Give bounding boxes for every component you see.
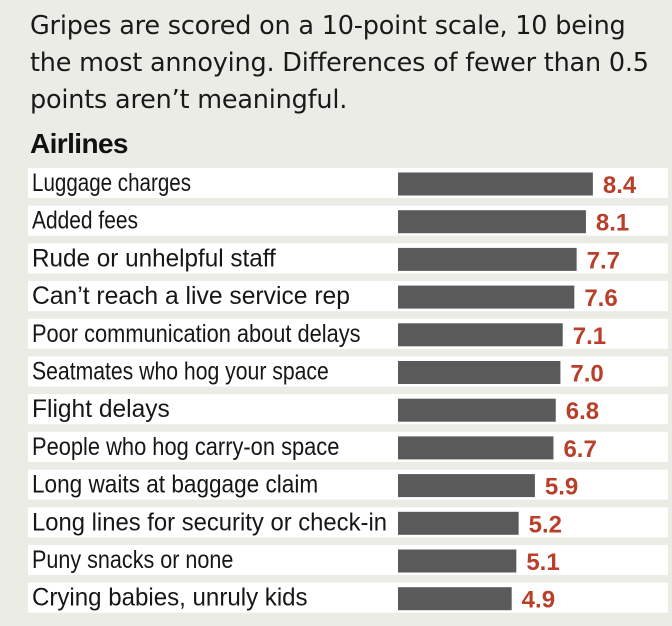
chart-row-background [28, 394, 668, 425]
value-label: 5.9 [545, 474, 578, 501]
chart-row-background [28, 431, 668, 462]
category-label: Long waits at baggage claim [32, 471, 318, 499]
value-label: 7.6 [584, 285, 617, 312]
value-label: 6.8 [566, 398, 599, 425]
value-label: 7.7 [587, 247, 620, 274]
chart-row-background [28, 469, 668, 500]
value-label: 5.2 [529, 511, 562, 538]
category-label: Rude or unhelpful staff [32, 244, 276, 272]
chart-row-background [28, 507, 668, 538]
category-label: Luggage charges [32, 169, 191, 197]
bar [398, 247, 577, 271]
value-label: 4.9 [522, 587, 555, 614]
intro-text: Gripes are scored on a 10-point scale, 1… [30, 11, 649, 115]
bar [398, 587, 512, 611]
value-label: 8.4 [603, 172, 637, 199]
category-label: Flight delays [32, 395, 170, 423]
category-label: Added fees [32, 207, 138, 235]
category-label: Long lines for security or check-in [32, 508, 387, 536]
category-label: People who hog carry-on space [32, 433, 339, 461]
bar [398, 210, 586, 234]
category-label: Poor communication about delays [32, 320, 361, 348]
value-label: 7.0 [570, 361, 603, 388]
bar [398, 361, 561, 384]
chart-row-background [28, 545, 668, 575]
bar [398, 172, 593, 196]
chart-row-background [28, 356, 668, 387]
bar [398, 436, 554, 460]
category-label: Can’t reach a live service rep [32, 282, 350, 310]
bar [398, 474, 535, 498]
chart-row-background [28, 582, 668, 613]
value-label: 8.1 [596, 210, 629, 237]
bar [398, 285, 575, 309]
category-label: Crying babies, unruly kids [32, 584, 308, 612]
bar [398, 549, 517, 573]
category-label: Puny snacks or none [32, 546, 233, 574]
category-label: Seatmates who hog your space [32, 358, 329, 386]
value-label: 5.1 [526, 549, 559, 576]
bar [398, 398, 556, 422]
value-label: 7.1 [573, 323, 606, 350]
chart-title: Airlines [30, 128, 129, 159]
value-label: 6.7 [563, 436, 596, 463]
bar [398, 323, 563, 347]
bar [398, 511, 519, 535]
